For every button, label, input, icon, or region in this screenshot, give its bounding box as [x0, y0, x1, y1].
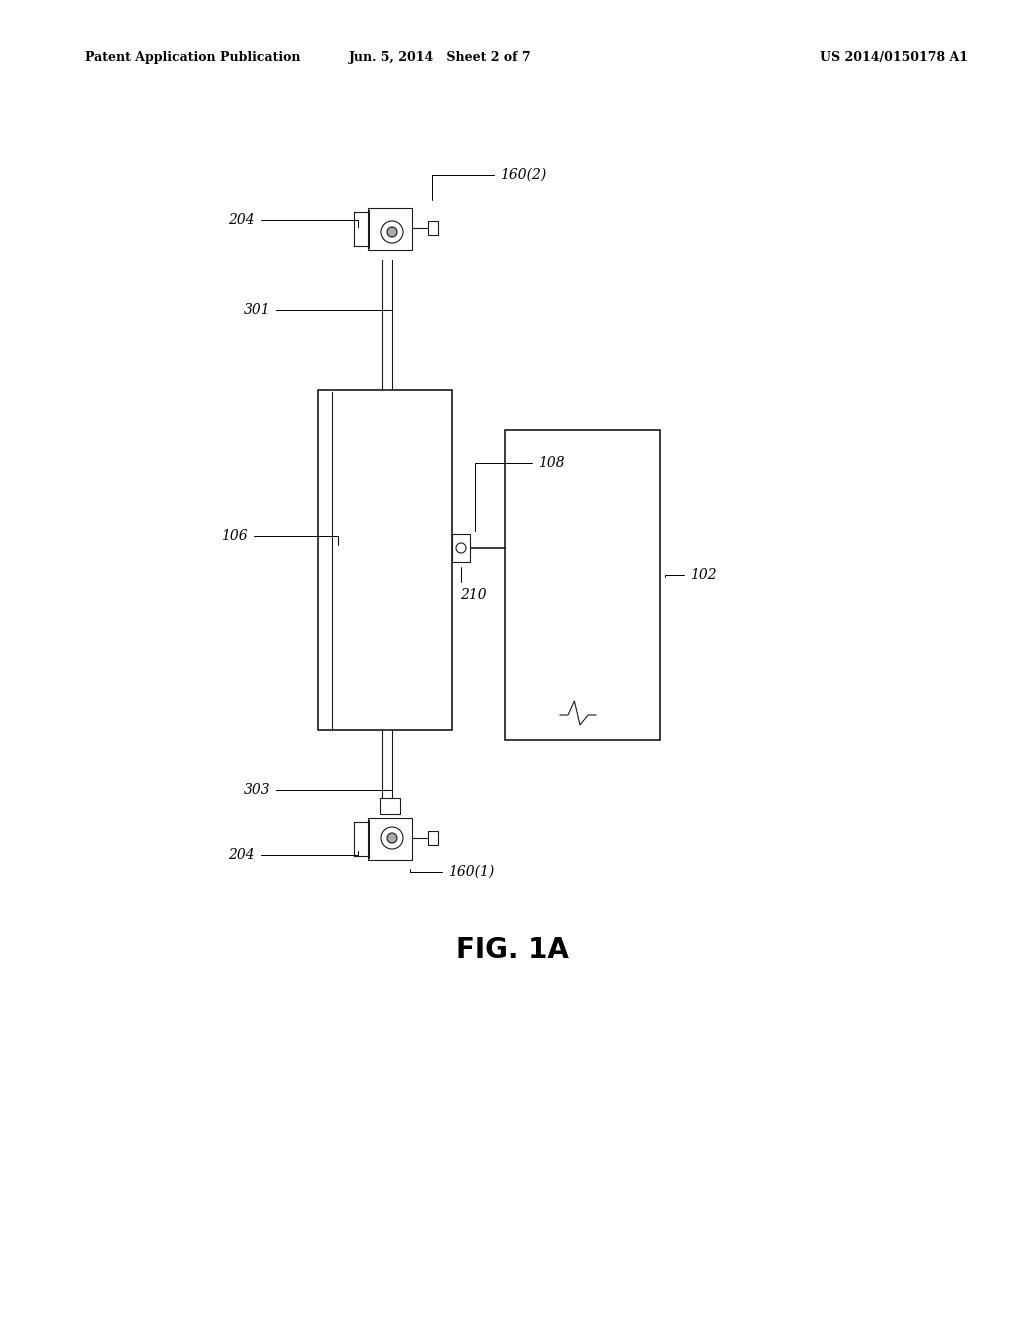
Text: Patent Application Publication: Patent Application Publication — [85, 51, 300, 65]
Circle shape — [387, 833, 397, 843]
Circle shape — [387, 227, 397, 238]
Text: US 2014/0150178 A1: US 2014/0150178 A1 — [820, 51, 968, 65]
Bar — [380, 799, 400, 814]
Text: Jun. 5, 2014   Sheet 2 of 7: Jun. 5, 2014 Sheet 2 of 7 — [349, 51, 531, 65]
Text: 204: 204 — [228, 847, 358, 862]
Text: FIG. 1A: FIG. 1A — [456, 936, 568, 964]
Text: 102: 102 — [665, 568, 717, 582]
Text: 204: 204 — [228, 213, 358, 227]
Bar — [428, 832, 438, 845]
Text: 303: 303 — [244, 783, 391, 797]
Text: 160(1): 160(1) — [410, 865, 495, 879]
Circle shape — [381, 828, 403, 849]
Bar — [318, 389, 452, 730]
Bar — [452, 535, 470, 562]
Circle shape — [381, 220, 403, 243]
Text: 108: 108 — [475, 455, 564, 531]
Bar — [428, 220, 438, 235]
Bar — [368, 209, 412, 249]
Text: 210: 210 — [460, 566, 486, 602]
Text: 160(2): 160(2) — [432, 168, 546, 201]
Circle shape — [456, 543, 466, 553]
Text: 301: 301 — [244, 304, 391, 317]
Bar — [505, 430, 660, 741]
Text: 106: 106 — [221, 529, 338, 545]
Bar — [368, 818, 412, 861]
